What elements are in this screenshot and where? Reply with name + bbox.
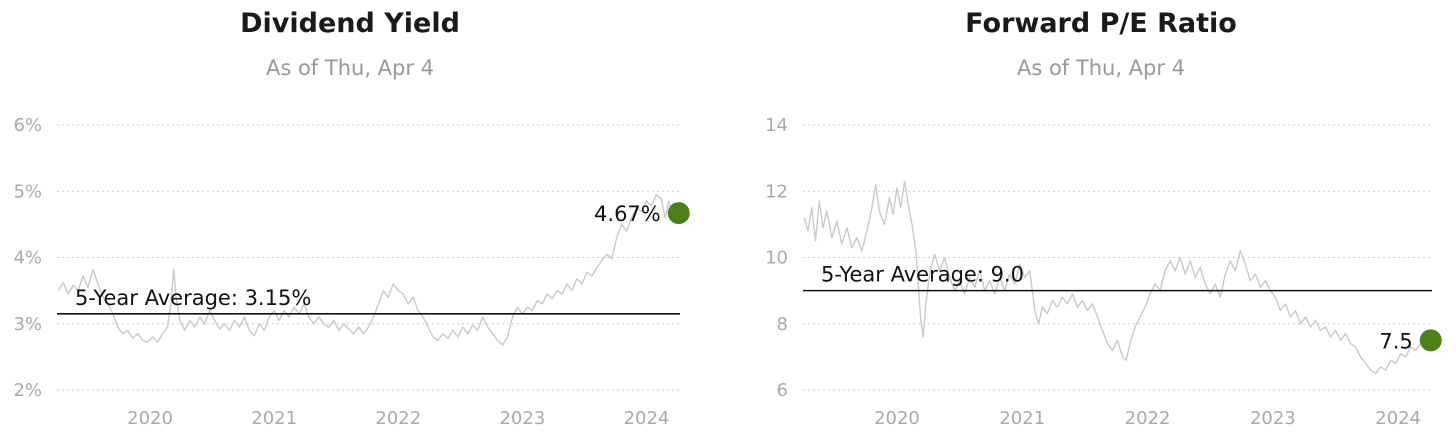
latest-value-marker — [667, 202, 690, 225]
x-tick-labels: 2020 2021 2022 2023 2024 — [874, 408, 1421, 429]
x-tick-label: 2024 — [1375, 408, 1421, 429]
forward-pe-chart: Forward P/E Ratio As of Thu, Apr 4 6 8 10 1… — [765, 8, 1442, 429]
latest-value-label: 7.5 — [1379, 329, 1412, 353]
y-tick-label: 6% — [13, 115, 42, 136]
x-tick-label: 2022 — [1125, 408, 1171, 429]
dividend-yield-series-line — [57, 193, 680, 346]
x-tick-label: 2024 — [624, 408, 670, 429]
x-tick-label: 2020 — [127, 408, 173, 429]
x-tick-label: 2023 — [499, 408, 545, 429]
five-year-average-label: 5-Year Average: 3.15% — [75, 286, 311, 310]
x-tick-label: 2023 — [1250, 408, 1296, 429]
y-tick-label: 2% — [13, 380, 42, 401]
y-tick-label: 12 — [765, 181, 788, 202]
chart-title: Forward P/E Ratio — [965, 8, 1237, 39]
y-tick-label: 4% — [13, 248, 42, 269]
chart-title: Dividend Yield — [240, 8, 460, 39]
y-tick-label: 3% — [13, 314, 42, 335]
x-tick-label: 2022 — [375, 408, 421, 429]
chart-subtitle: As of Thu, Apr 4 — [266, 56, 434, 80]
y-tick-label: 10 — [765, 248, 788, 269]
y-gridlines — [803, 124, 1432, 391]
chart-subtitle: As of Thu, Apr 4 — [1017, 56, 1185, 80]
x-tick-label: 2021 — [251, 408, 297, 429]
y-tick-labels: 6 8 10 12 14 — [765, 115, 788, 401]
y-tick-label: 5% — [13, 181, 42, 202]
y-tick-label: 8 — [777, 314, 788, 335]
dividend-yield-chart: Dividend Yield As of Thu, Apr 4 2% 3% 4% 5%… — [13, 8, 690, 429]
x-tick-labels: 2020 2021 2022 2023 2024 — [127, 408, 669, 429]
y-gridlines — [57, 124, 680, 391]
forward-pe-series-line — [803, 180, 1432, 375]
x-tick-label: 2021 — [999, 408, 1045, 429]
x-tick-label: 2020 — [874, 408, 920, 429]
latest-value-marker — [1419, 329, 1442, 352]
latest-value-label: 4.67% — [594, 202, 661, 226]
five-year-average-label: 5-Year Average: 9.0 — [821, 263, 1024, 287]
y-tick-label: 6 — [777, 380, 788, 401]
y-tick-labels: 2% 3% 4% 5% 6% — [13, 115, 42, 401]
y-tick-label: 14 — [765, 115, 788, 136]
